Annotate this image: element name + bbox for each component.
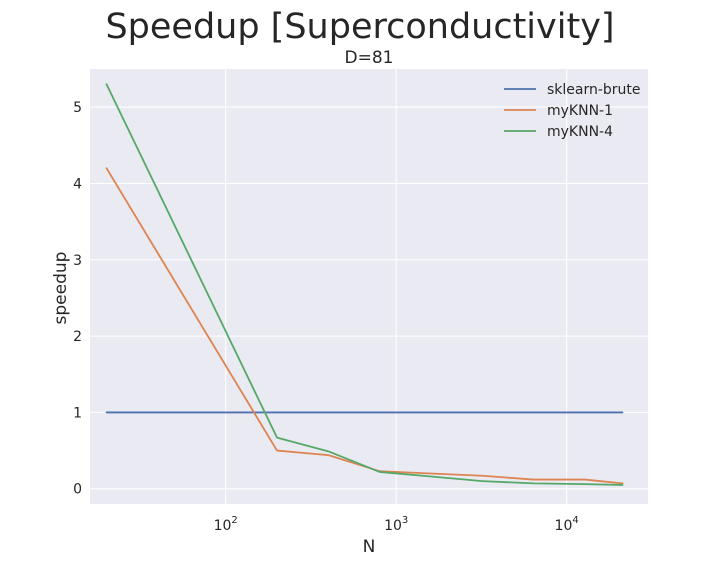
x-axis-label: N [363,537,376,557]
series-line-1 [105,167,624,485]
x-tick-label-0: 102 [214,515,238,534]
series-line-2 [105,83,624,486]
y-tick-label-5: 5 [73,100,82,116]
legend-label-0: sklearn-brute [547,82,641,98]
y-tick-labels: 0 1 2 3 4 5 [73,100,82,498]
x-tick-label-1: 103 [384,515,408,534]
y-axis-label: speedup [51,252,71,325]
legend-label-2: myKNN-4 [547,124,613,140]
x-tick-labels: 102 103 104 [214,515,579,534]
series-group [105,83,624,486]
x-tick-label-2: 104 [555,515,579,534]
y-tick-label-1: 1 [73,405,82,421]
plot-area [90,69,648,504]
y-tick-label-3: 3 [73,253,82,269]
chart-subtitle: D=81 [345,48,394,68]
legend: sklearn-brute myKNN-1 myKNN-4 [504,82,641,140]
y-tick-label-2: 2 [73,329,82,345]
chart-title: Speedup [Superconductivity] [105,7,614,47]
legend-label-1: myKNN-1 [547,103,613,119]
y-tick-label-0: 0 [73,482,82,498]
y-tick-label-4: 4 [73,176,82,192]
